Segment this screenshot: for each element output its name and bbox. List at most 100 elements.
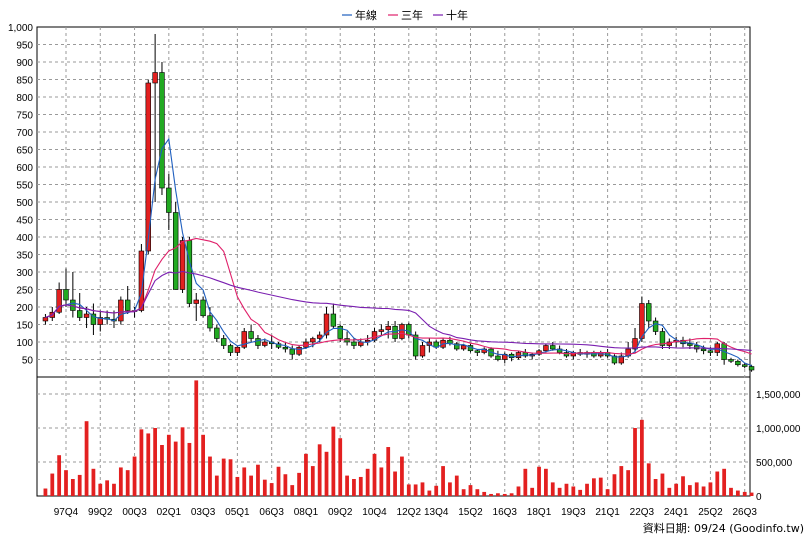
volume-bar — [345, 475, 349, 496]
candle-body — [474, 350, 481, 353]
candle-body — [460, 345, 467, 350]
volume-bar — [324, 451, 329, 496]
volume-bar — [626, 470, 631, 496]
volume-bar — [57, 455, 62, 496]
x-tick-label: 24Q1 — [664, 507, 689, 518]
volume-bar — [619, 466, 624, 496]
price-tick-label: 700 — [16, 128, 33, 139]
volume-bar — [112, 483, 116, 496]
candle-body — [63, 289, 69, 301]
candle-body — [659, 331, 666, 346]
volume-bar — [317, 444, 322, 496]
price-tick-label: 350 — [16, 251, 33, 262]
price-tick-label: 900 — [16, 58, 33, 69]
x-tick-label: 08Q1 — [294, 507, 319, 518]
volume-bar — [105, 480, 110, 496]
volume-bar — [708, 482, 713, 496]
volume-bar — [633, 428, 637, 496]
volume-bar — [242, 467, 247, 496]
x-tick-label: 26Q3 — [732, 507, 757, 518]
candle-body — [186, 240, 193, 304]
x-tick-label: 25Q2 — [698, 507, 723, 518]
x-tick-label: 10Q4 — [362, 507, 387, 518]
volume-bar — [660, 473, 665, 496]
candle-body — [735, 360, 741, 366]
candle-body — [166, 187, 172, 213]
candle-body — [124, 299, 131, 311]
volume-bar — [221, 458, 226, 496]
x-tick-label: 22Q3 — [630, 507, 655, 518]
volume-bar — [687, 485, 692, 496]
volume-bar — [516, 486, 521, 496]
price-tick-label: 50 — [22, 356, 34, 367]
x-tick-label: 19Q3 — [561, 507, 586, 518]
volume-bar — [742, 491, 747, 496]
candle-body — [426, 341, 433, 346]
price-tick-label: 750 — [16, 111, 33, 122]
candle-body — [145, 82, 151, 252]
moving-averages — [45, 137, 752, 367]
price-tick-label: 500 — [16, 198, 33, 209]
volume-bar — [550, 482, 555, 496]
legend-label-ten-year: 十年 — [446, 8, 468, 22]
volume-bar — [125, 470, 130, 496]
candle-body — [543, 345, 549, 352]
candle-body — [632, 338, 638, 350]
candle-body — [179, 240, 186, 290]
candle-body — [454, 343, 460, 350]
ma-year-line — [45, 137, 752, 367]
candle-body — [515, 352, 522, 359]
volume-bar — [427, 490, 432, 496]
x-tick-label: 05Q1 — [225, 507, 250, 518]
volume-bar — [139, 429, 144, 496]
x-tick-label: 09Q2 — [328, 507, 353, 518]
volume-bar — [153, 428, 158, 496]
x-tick-label: 13Q4 — [424, 507, 449, 518]
volume-bar — [269, 483, 274, 496]
volume-bar — [468, 485, 473, 496]
volume-bar — [448, 482, 452, 496]
volume-bar — [406, 484, 411, 496]
candle-body — [495, 355, 501, 360]
volume-bar — [646, 463, 651, 496]
candle-body — [214, 327, 220, 339]
grid — [37, 27, 750, 496]
volume-bar — [331, 426, 336, 496]
volume-bar — [722, 468, 727, 496]
candle-body — [399, 324, 405, 339]
candle-body — [742, 364, 748, 367]
volume-bar — [496, 493, 500, 496]
volume-bar — [735, 490, 740, 496]
volume-bar — [434, 485, 439, 496]
price-tick-label: 250 — [16, 286, 33, 297]
volume-bar — [400, 456, 404, 496]
x-tick-label: 02Q1 — [157, 507, 182, 518]
candle-body — [248, 331, 254, 339]
data-date-credit: 資料日期: 09/24 (Goodinfo.tw) — [643, 521, 804, 535]
price-tick-label: 950 — [16, 41, 33, 52]
candle-body — [639, 303, 645, 339]
candle-body — [419, 345, 426, 357]
volume-bar — [729, 487, 733, 496]
price-tick-label: 1,000 — [8, 23, 33, 34]
candle-body — [83, 313, 90, 318]
price-tick-label: 100 — [16, 338, 33, 349]
volume-bar — [64, 470, 68, 496]
candle-body — [330, 313, 337, 327]
x-tick-label: 97Q4 — [54, 507, 79, 518]
volume-bar — [283, 474, 288, 496]
volume-bar — [304, 453, 308, 496]
candle-body — [118, 299, 124, 322]
x-tick-label: 21Q1 — [595, 507, 620, 518]
volume-bar — [201, 434, 205, 496]
volume-bar — [276, 466, 281, 496]
price-tick-label: 850 — [16, 76, 33, 87]
candle-body — [200, 299, 206, 317]
x-tick-label: 16Q3 — [493, 507, 518, 518]
x-tick-label: 12Q2 — [397, 507, 422, 518]
candle-body — [207, 315, 213, 329]
volume-bar — [235, 476, 240, 496]
candle-body — [611, 355, 618, 364]
candle-body — [351, 341, 357, 346]
